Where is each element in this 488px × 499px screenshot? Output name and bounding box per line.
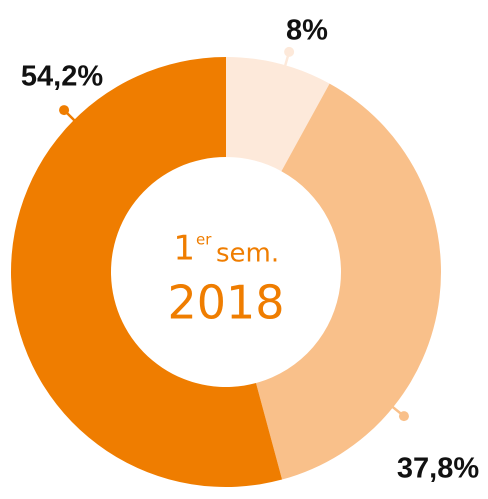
leader-dot	[398, 411, 409, 422]
center-ordinal-suffix: er	[196, 231, 212, 249]
leader-dot	[284, 46, 295, 57]
slice	[255, 83, 441, 480]
slice	[10, 57, 283, 487]
value-label: 54,2%	[21, 61, 103, 93]
center-period: sem.	[216, 239, 279, 269]
value-label: 8%	[286, 15, 328, 47]
leader-dot	[59, 105, 70, 116]
center-ordinal: 1	[173, 229, 195, 269]
slices	[10, 57, 441, 487]
slice	[226, 57, 330, 172]
center-year: 2018	[167, 276, 284, 330]
value-label: 37,8%	[397, 453, 479, 485]
